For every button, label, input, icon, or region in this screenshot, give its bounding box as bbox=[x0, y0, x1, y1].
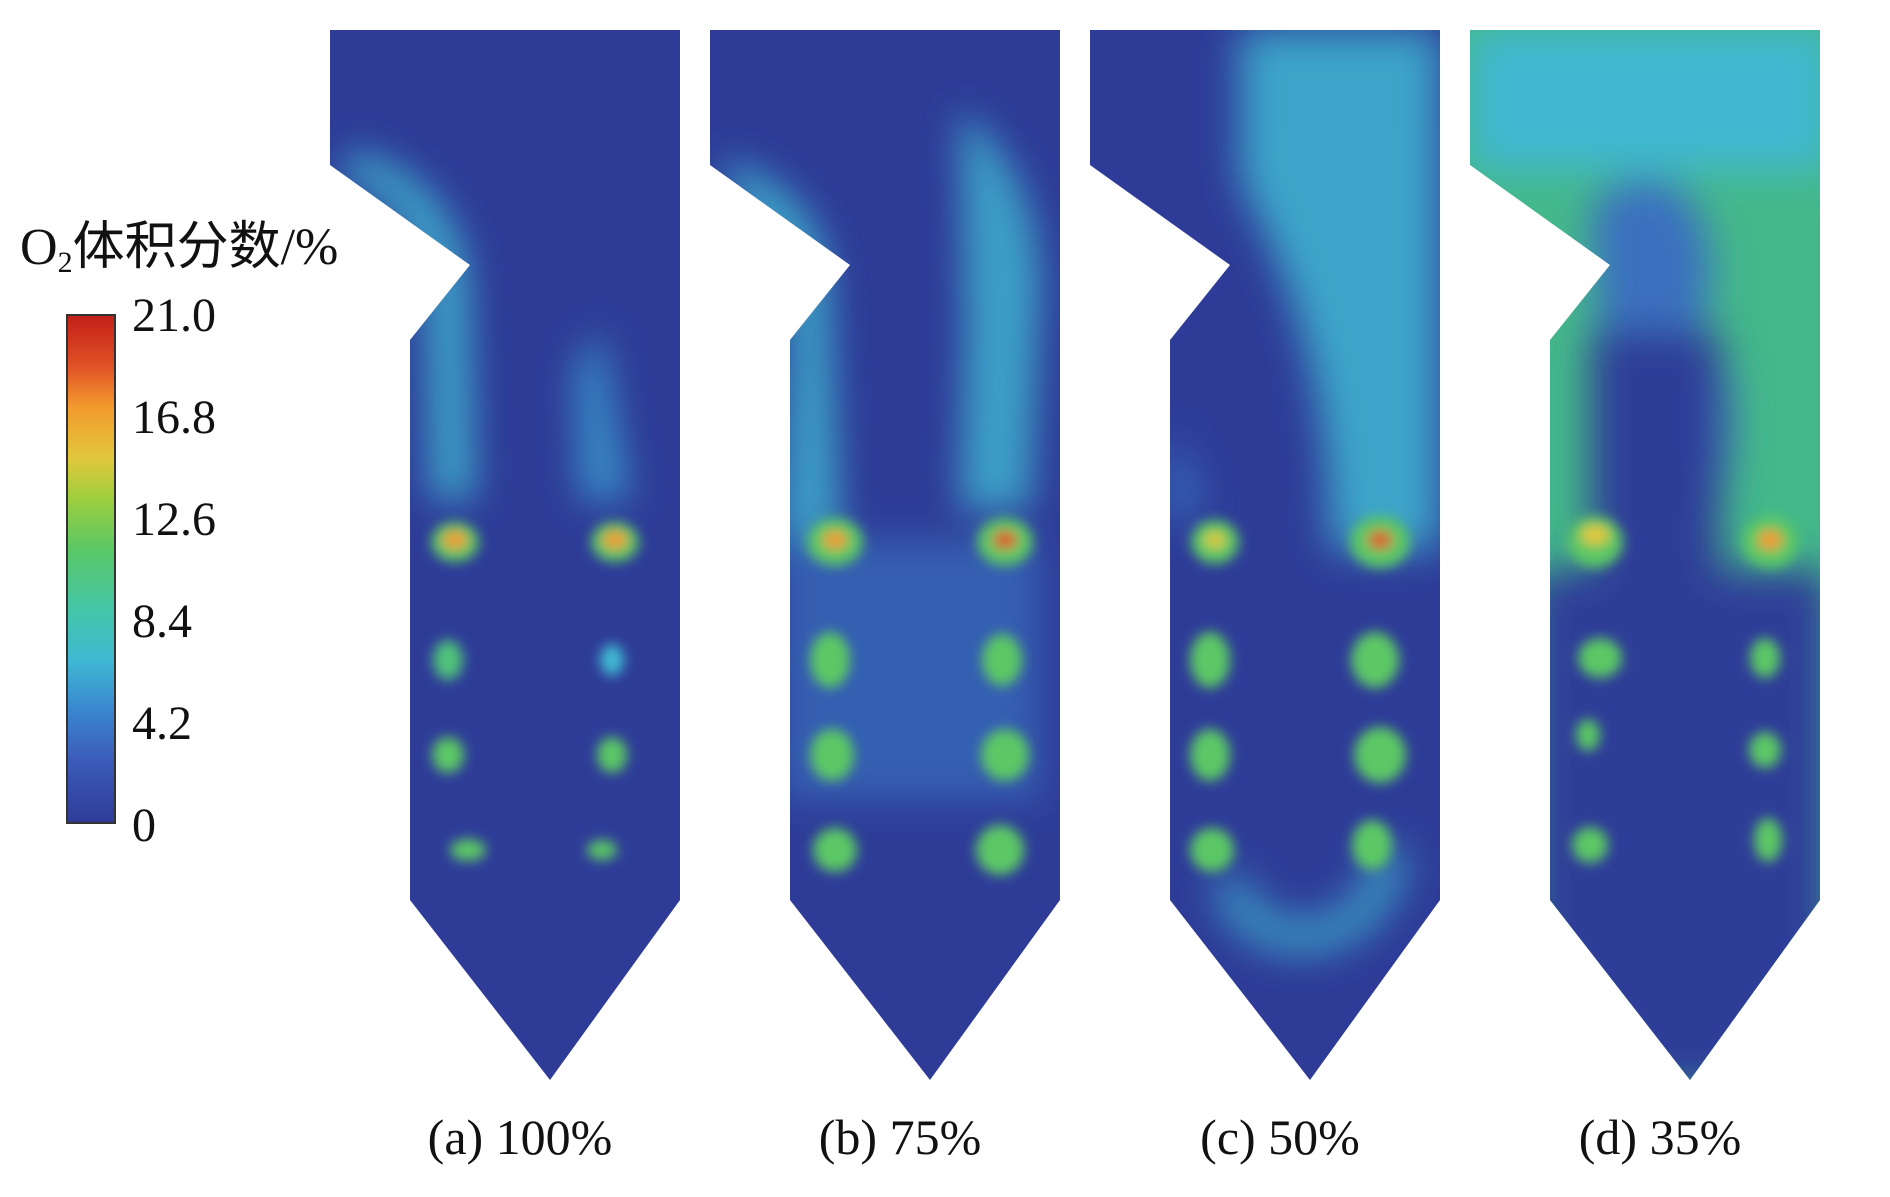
legend-title-o: O bbox=[20, 219, 58, 276]
caption-d: (d) 35% bbox=[1578, 1109, 1742, 1165]
tick-8-4: 8.4 bbox=[132, 595, 192, 648]
furnace-panel-a bbox=[330, 30, 680, 1080]
legend-title: O2体积分数/% bbox=[20, 222, 338, 278]
tick-21: 21.0 bbox=[132, 289, 216, 342]
tick-12-6: 12.6 bbox=[132, 493, 216, 546]
furnace-panel-c bbox=[1090, 30, 1440, 1080]
caption-b: (b) 75% bbox=[818, 1109, 982, 1165]
caption-a: (a) 100% bbox=[427, 1109, 613, 1165]
colorbar bbox=[66, 314, 116, 824]
furnace-panel-b bbox=[710, 30, 1060, 1080]
tick-0: 0 bbox=[132, 799, 156, 852]
legend-title-text: 体积分数/% bbox=[72, 219, 339, 276]
caption-c: (c) 50% bbox=[1200, 1109, 1360, 1165]
tick-16-8: 16.8 bbox=[132, 391, 216, 444]
furnace-panel-d bbox=[1470, 30, 1820, 1080]
legend-title-subscript: 2 bbox=[57, 246, 73, 279]
tick-4-2: 4.2 bbox=[132, 697, 192, 750]
